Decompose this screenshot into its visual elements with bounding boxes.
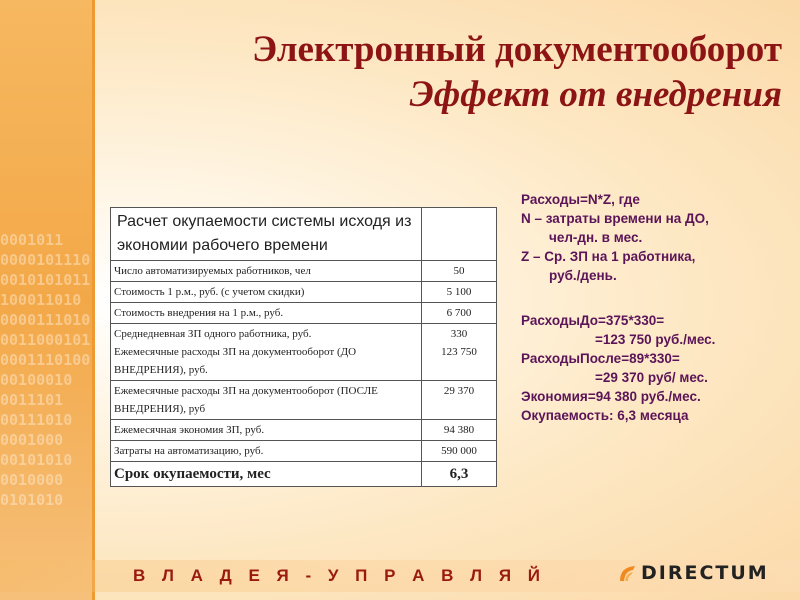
payback-table: Расчет окупаемости системы исходя из эко…	[110, 207, 497, 487]
table-row: Ежемесячная экономия ЗП, руб. 94 380	[110, 419, 497, 441]
table-total-row: Срок окупаемости, мес 6,3	[110, 461, 497, 487]
left-decorative-strip	[0, 0, 92, 600]
title-line-1: Электронный документооборот	[252, 29, 782, 70]
directum-logo-icon	[620, 566, 635, 581]
table-row: Число автоматизируемых работников, чел 50	[110, 260, 497, 282]
table-row: Стоимость 1 р.м., руб. (с учетом скидки)…	[110, 281, 497, 303]
strip-divider	[92, 0, 95, 600]
title-line-2: Эффект от внедрения	[409, 74, 782, 115]
table-row: Стоимость внедрения на 1 р.м., руб. 6 700	[110, 302, 497, 324]
calculation-text: Расходы=N*Z, где N – затраты времени на …	[521, 192, 716, 423]
table-row: Среднедневная ЗП одного работника, руб. Е…	[110, 323, 497, 381]
footer-band	[0, 560, 800, 592]
directum-logo: DIRECTUM	[617, 562, 769, 584]
table-row: Ежемесячные расходы ЗП на документооборо…	[110, 380, 497, 420]
table-header: Расчет окупаемости системы исходя из эко…	[110, 207, 422, 261]
slide-title: Электронный документооборот Эффект от вн…	[252, 28, 782, 116]
footer-motto: В Л А Д Е Я - У П Р А В Л Я Й	[133, 566, 546, 585]
table-row: Затраты на автоматизацию, руб. 590 000	[110, 440, 497, 462]
binary-pattern: 0001011 0000101110 0010101011 100011010 …	[0, 231, 91, 509]
